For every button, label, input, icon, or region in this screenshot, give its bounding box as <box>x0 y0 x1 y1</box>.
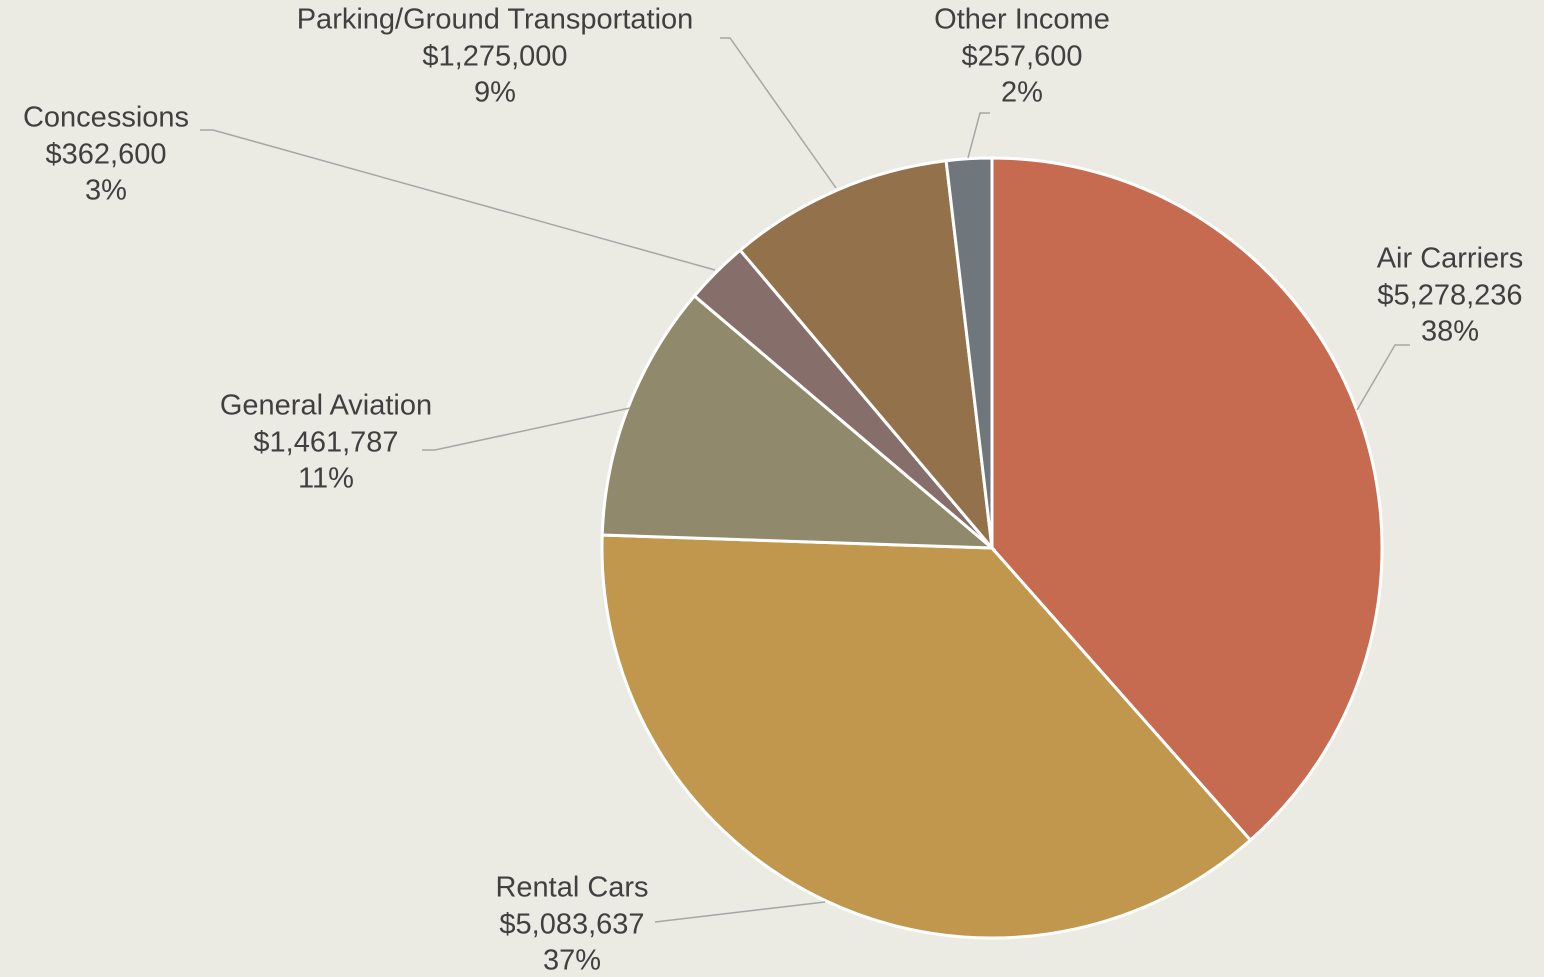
slice-percent-label: 11% <box>298 463 354 495</box>
slice-value-label: $257,600 <box>962 41 1083 73</box>
slice-label: General Aviation <box>220 390 432 422</box>
slice-percent-label: 2% <box>1001 77 1043 109</box>
leader-line <box>1356 344 1410 411</box>
leader-line <box>654 901 826 923</box>
pie-slice <box>600 533 1253 940</box>
slice-label: Parking/Ground Transportation <box>297 4 694 36</box>
slice-percent-label: 37% <box>543 945 601 977</box>
slice-value-label: $5,083,637 <box>499 909 644 941</box>
slice-label: Other Income <box>934 4 1110 36</box>
leader-line <box>720 37 837 189</box>
leader-line <box>200 129 716 271</box>
slice-value-label: $5,278,236 <box>1377 280 1522 312</box>
slice-label: Air Carriers <box>1377 243 1524 275</box>
leader-line <box>967 112 990 159</box>
slice-label: Rental Cars <box>495 872 648 904</box>
slice-percent-label: 38% <box>1421 316 1479 348</box>
slice-value-label: $1,275,000 <box>422 41 567 73</box>
pie-slice <box>990 156 1384 843</box>
slice-label: Concessions <box>23 102 189 134</box>
slice-percent-label: 3% <box>85 175 127 207</box>
slice-percent-label: 9% <box>474 77 516 109</box>
slice-value-label: $1,461,787 <box>253 427 398 459</box>
slice-value-label: $362,600 <box>46 139 167 171</box>
pie-slice <box>944 156 994 549</box>
pie-slice <box>738 159 995 553</box>
leader-line <box>422 407 631 451</box>
